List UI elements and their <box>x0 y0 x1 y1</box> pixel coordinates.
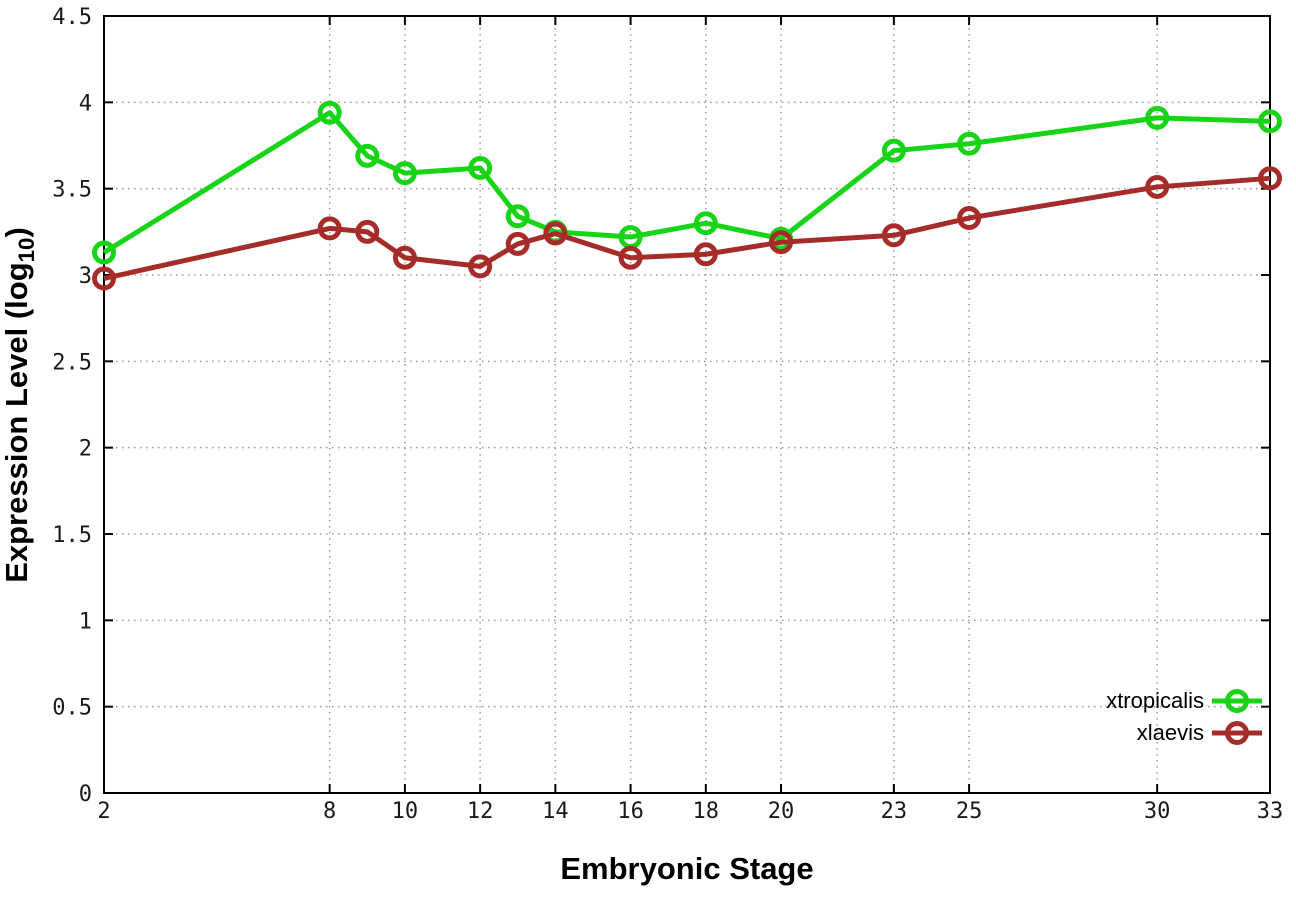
marker-xtropicalis-2 <box>92 240 116 265</box>
marker-xtropicalis-8 <box>317 100 342 125</box>
marker-xlaevis-33 <box>1258 166 1282 191</box>
x-tick-label-33: 33 <box>1257 799 1284 824</box>
y-tick-label-1.5: 1.5 <box>52 523 92 548</box>
y-tick-label-0.5: 0.5 <box>52 696 92 721</box>
legend-label-xtropicalis: xtropicalis <box>1106 688 1204 713</box>
marker-xlaevis-13 <box>505 231 530 256</box>
y-tick-label-0: 0 <box>79 782 92 807</box>
marker-xtropicalis-23 <box>881 138 906 163</box>
x-tick-label-10: 10 <box>392 799 419 824</box>
marker-xlaevis-12 <box>468 254 493 279</box>
marker-xtropicalis-33 <box>1258 109 1282 134</box>
marker-xlaevis-2 <box>92 266 116 291</box>
marker-xlaevis-25 <box>957 206 982 231</box>
marker-xlaevis-23 <box>881 223 906 248</box>
marker-xlaevis-16 <box>618 245 643 270</box>
marker-xtropicalis-12 <box>468 155 493 180</box>
x-tick-label-23: 23 <box>881 799 908 824</box>
y-tick-label-4: 4 <box>79 91 92 116</box>
marker-xtropicalis-18 <box>693 211 718 236</box>
y-tick-label-4.5: 4.5 <box>52 5 92 30</box>
marker-xtropicalis-25 <box>957 131 982 156</box>
y-tick-label-2.5: 2.5 <box>52 350 92 375</box>
x-axis-title: Embryonic Stage <box>560 851 814 886</box>
legend-sample-marker-xtropicalis <box>1225 689 1249 713</box>
x-tick-label-12: 12 <box>467 799 494 824</box>
x-tick-label-25: 25 <box>956 799 983 824</box>
y-axis-title-subscript: 10 <box>14 237 40 263</box>
legend-sample-marker-xlaevis <box>1225 721 1249 745</box>
y-axis-title-text: Expression Level (log <box>0 262 34 583</box>
marker-xtropicalis-30 <box>1145 105 1170 130</box>
plot-border <box>103 15 1271 794</box>
x-tick-label-16: 16 <box>617 799 644 824</box>
marker-xtropicalis-10 <box>392 161 417 186</box>
y-axis-title-suffix: ) <box>0 227 34 238</box>
x-tick-label-20: 20 <box>768 799 795 824</box>
marker-xtropicalis-9 <box>355 143 380 168</box>
marker-xlaevis-30 <box>1145 174 1170 199</box>
y-tick-label-1: 1 <box>79 609 92 634</box>
y-tick-label-2: 2 <box>79 437 92 462</box>
x-tick-label-8: 8 <box>323 799 336 824</box>
marker-xlaevis-8 <box>317 216 342 241</box>
marker-xlaevis-18 <box>693 242 718 267</box>
y-tick-label-3: 3 <box>79 264 92 289</box>
x-tick-label-30: 30 <box>1144 799 1171 824</box>
marker-xlaevis-10 <box>392 245 417 270</box>
legend-label-xlaevis: xlaevis <box>1136 720 1204 745</box>
marker-xtropicalis-13 <box>505 204 530 229</box>
series-line-xtropicalis <box>102 110 1271 255</box>
marker-xlaevis-20 <box>769 230 794 255</box>
x-tick-label-2: 2 <box>97 799 110 824</box>
x-tick-label-18: 18 <box>693 799 720 824</box>
y-tick-label-3.5: 3.5 <box>52 178 92 203</box>
marker-xlaevis-9 <box>355 219 380 244</box>
marker-xlaevis-14 <box>543 221 568 246</box>
y-axis-title: Expression Level (log10) <box>0 155 41 655</box>
x-tick-label-14: 14 <box>542 799 569 824</box>
